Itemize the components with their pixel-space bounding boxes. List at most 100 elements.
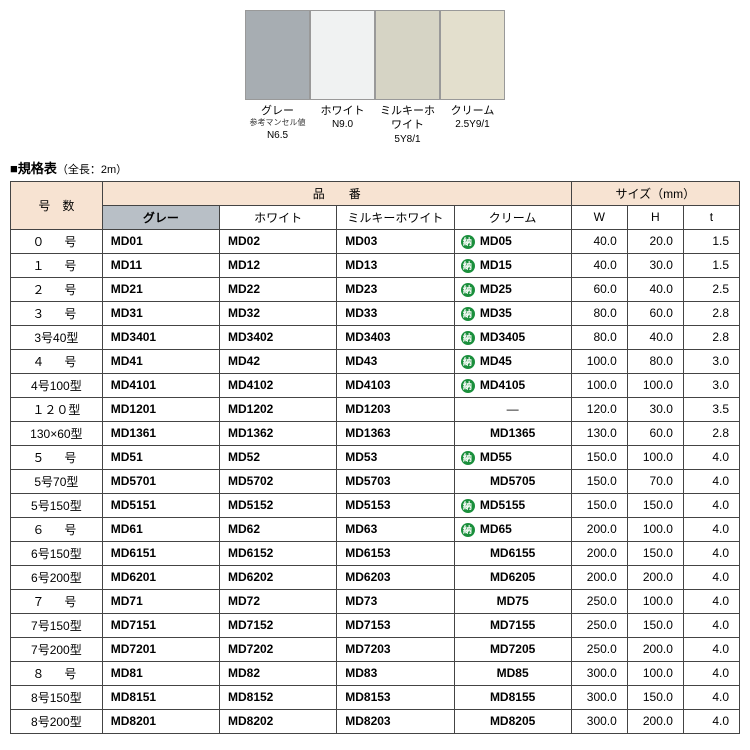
cell-product: MD13 xyxy=(337,253,454,277)
stock-badge-icon: 納 xyxy=(461,451,475,465)
cell-size: 150.0 xyxy=(571,469,627,493)
cell-gou: 7号200型 xyxy=(11,637,103,661)
cell-product: MD32 xyxy=(220,301,337,325)
cell-product: MD7153 xyxy=(337,613,454,637)
color-swatch xyxy=(440,10,505,100)
color-swatch xyxy=(375,10,440,100)
cell-size: 100.0 xyxy=(627,445,683,469)
cell-cream: MD1365 xyxy=(454,421,571,445)
cell-product: MD43 xyxy=(337,349,454,373)
cell-product: MD7151 xyxy=(102,613,219,637)
cell-size: 80.0 xyxy=(571,325,627,349)
cell-product: MD31 xyxy=(102,301,219,325)
stock-badge-icon: 納 xyxy=(461,283,475,297)
cell-size: 150.0 xyxy=(627,613,683,637)
cell-cream: 納 MD5155 xyxy=(454,493,571,517)
cell-size: 40.0 xyxy=(571,229,627,253)
cell-cream: MD7155 xyxy=(454,613,571,637)
cell-size: 300.0 xyxy=(571,709,627,733)
cell-product: MD1201 xyxy=(102,397,219,421)
cell-product: MD8202 xyxy=(220,709,337,733)
header-gray: グレー xyxy=(102,205,219,229)
cell-size: 80.0 xyxy=(571,301,627,325)
table-row: 5号70型MD5701MD5702MD5703MD5705150.070.04.… xyxy=(11,469,740,493)
cell-cream: MD75 xyxy=(454,589,571,613)
cell-cream: 納 MD25 xyxy=(454,277,571,301)
cell-size: 100.0 xyxy=(627,517,683,541)
swatch-label: グレー参考マンセル値N6.5 xyxy=(245,104,310,146)
cell-product: MD5703 xyxy=(337,469,454,493)
cell-cream: 納 MD4105 xyxy=(454,373,571,397)
table-row: 8号200型MD8201MD8202MD8203MD8205300.0200.0… xyxy=(11,709,740,733)
cell-gou: 4号100型 xyxy=(11,373,103,397)
cell-size: 3.0 xyxy=(683,349,739,373)
cell-size: 100.0 xyxy=(571,349,627,373)
cell-size: 130.0 xyxy=(571,421,627,445)
cell-product: MD1361 xyxy=(102,421,219,445)
header-hinban: 品 番 xyxy=(102,181,571,205)
table-row: １２０型MD1201MD1202MD1203—120.030.03.5 xyxy=(11,397,740,421)
cell-gou: ８ 号 xyxy=(11,661,103,685)
cell-cream: 納 MD65 xyxy=(454,517,571,541)
cell-gou: ５ 号 xyxy=(11,445,103,469)
cell-size: 150.0 xyxy=(627,685,683,709)
cell-size: 300.0 xyxy=(571,661,627,685)
section-title: ■規格表（全長：2m） xyxy=(10,158,740,177)
cell-size: 1.5 xyxy=(683,229,739,253)
cell-product: MD5152 xyxy=(220,493,337,517)
cell-product: MD53 xyxy=(337,445,454,469)
cell-product: MD6201 xyxy=(102,565,219,589)
cell-product: MD8153 xyxy=(337,685,454,709)
table-row: 130×60型MD1361MD1362MD1363MD1365130.060.0… xyxy=(11,421,740,445)
cell-size: 2.5 xyxy=(683,277,739,301)
swatch-label: クリーム2.5Y9/1 xyxy=(440,104,505,146)
table-row: ５ 号MD51MD52MD53納 MD55150.0100.04.0 xyxy=(11,445,740,469)
cell-size: 100.0 xyxy=(627,373,683,397)
cell-product: MD22 xyxy=(220,277,337,301)
cell-product: MD12 xyxy=(220,253,337,277)
cell-size: 4.0 xyxy=(683,661,739,685)
cell-size: 4.0 xyxy=(683,613,739,637)
cell-product: MD8203 xyxy=(337,709,454,733)
cell-size: 200.0 xyxy=(571,541,627,565)
cell-size: 3.5 xyxy=(683,397,739,421)
cell-product: MD21 xyxy=(102,277,219,301)
cell-size: 60.0 xyxy=(571,277,627,301)
stock-badge-icon: 納 xyxy=(461,499,475,513)
cell-cream: — xyxy=(454,397,571,421)
cell-product: MD33 xyxy=(337,301,454,325)
cell-size: 200.0 xyxy=(627,709,683,733)
table-row: ７ 号MD71MD72MD73MD75250.0100.04.0 xyxy=(11,589,740,613)
cell-gou: １ 号 xyxy=(11,253,103,277)
cell-product: MD42 xyxy=(220,349,337,373)
cell-product: MD1362 xyxy=(220,421,337,445)
cell-size: 4.0 xyxy=(683,709,739,733)
cell-cream: MD7205 xyxy=(454,637,571,661)
cell-product: MD71 xyxy=(102,589,219,613)
table-row: ２ 号MD21MD22MD23納 MD2560.040.02.5 xyxy=(11,277,740,301)
table-row: ８ 号MD81MD82MD83MD85300.0100.04.0 xyxy=(11,661,740,685)
cell-product: MD3402 xyxy=(220,325,337,349)
header-white: ホワイト xyxy=(220,205,337,229)
cell-size: 300.0 xyxy=(571,685,627,709)
table-row: ３ 号MD31MD32MD33納 MD3580.060.02.8 xyxy=(11,301,740,325)
cell-gou: ４ 号 xyxy=(11,349,103,373)
table-row: 5号150型MD5151MD5152MD5153納 MD5155150.0150… xyxy=(11,493,740,517)
cell-product: MD3401 xyxy=(102,325,219,349)
color-swatch-labels: グレー参考マンセル値N6.5ホワイトN9.0ミルキーホワイト5Y8/1クリーム2… xyxy=(10,104,740,146)
cell-size: 20.0 xyxy=(627,229,683,253)
table-row: 6号200型MD6201MD6202MD6203MD6205200.0200.0… xyxy=(11,565,740,589)
cell-size: 100.0 xyxy=(571,373,627,397)
swatch-label: ミルキーホワイト5Y8/1 xyxy=(375,104,440,146)
stock-badge-icon: 納 xyxy=(461,307,475,321)
cell-size: 200.0 xyxy=(571,517,627,541)
cell-size: 1.5 xyxy=(683,253,739,277)
cell-size: 4.0 xyxy=(683,637,739,661)
cell-product: MD7152 xyxy=(220,613,337,637)
cell-product: MD1363 xyxy=(337,421,454,445)
cell-product: MD3403 xyxy=(337,325,454,349)
cell-size: 80.0 xyxy=(627,349,683,373)
cell-size: 150.0 xyxy=(627,541,683,565)
cell-product: MD1203 xyxy=(337,397,454,421)
cell-gou: 6号150型 xyxy=(11,541,103,565)
